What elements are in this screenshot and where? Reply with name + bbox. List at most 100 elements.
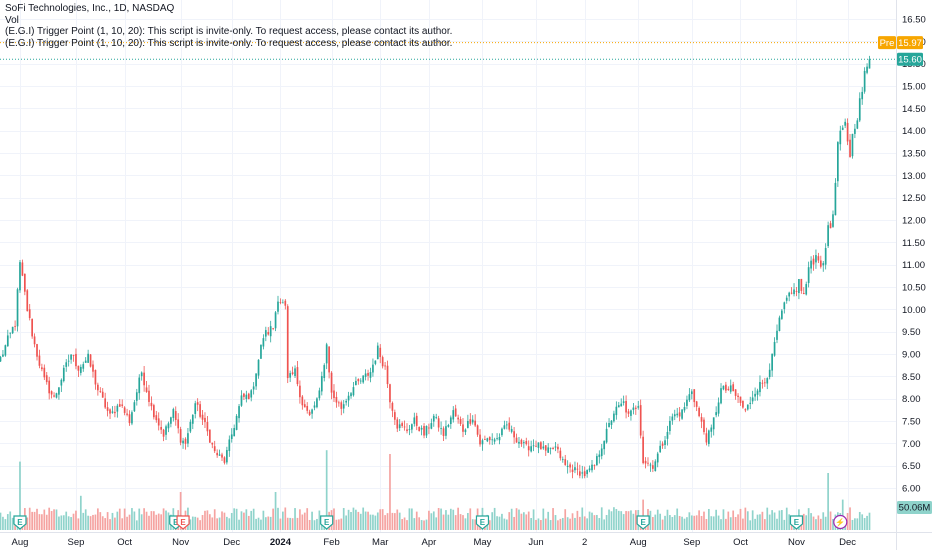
candle[interactable]	[245, 390, 248, 403]
candle[interactable]	[328, 346, 330, 379]
candle[interactable]	[783, 301, 786, 314]
candle[interactable]	[440, 421, 442, 435]
candle[interactable]	[654, 459, 657, 472]
candle[interactable]	[123, 406, 126, 416]
candle[interactable]	[374, 360, 377, 366]
candle[interactable]	[664, 435, 666, 450]
candle[interactable]	[644, 457, 647, 469]
candle[interactable]	[184, 437, 187, 450]
candle[interactable]	[464, 428, 467, 436]
candle[interactable]	[586, 469, 588, 478]
candle[interactable]	[28, 304, 31, 321]
candle[interactable]	[834, 178, 837, 216]
candle[interactable]	[442, 426, 445, 441]
candle[interactable]	[627, 408, 630, 417]
candle[interactable]	[194, 400, 197, 419]
candle[interactable]	[240, 390, 243, 407]
candle[interactable]	[337, 400, 340, 407]
candle[interactable]	[778, 315, 781, 332]
candle[interactable]	[610, 419, 613, 430]
candle[interactable]	[581, 465, 584, 479]
candle[interactable]	[632, 403, 635, 415]
candle[interactable]	[746, 404, 749, 411]
candle[interactable]	[401, 421, 403, 428]
candle[interactable]	[425, 425, 428, 438]
candle[interactable]	[652, 460, 654, 473]
candle[interactable]	[384, 361, 386, 370]
candle[interactable]	[289, 370, 292, 383]
candle[interactable]	[153, 403, 155, 420]
candle[interactable]	[316, 397, 318, 409]
candle[interactable]	[593, 464, 596, 470]
candle[interactable]	[16, 287, 19, 332]
candle[interactable]	[781, 308, 783, 320]
candle[interactable]	[445, 420, 447, 440]
candle[interactable]	[846, 118, 849, 146]
dividend-event-icon[interactable]: E	[176, 515, 190, 530]
candle[interactable]	[634, 405, 637, 415]
candle[interactable]	[810, 256, 812, 274]
candle[interactable]	[9, 332, 12, 339]
candle[interactable]	[520, 438, 523, 447]
symbol-title[interactable]: SoFi Technologies, Inc., 1D, NASDAQ	[5, 3, 175, 14]
candle[interactable]	[408, 424, 411, 436]
candle[interactable]	[272, 327, 274, 331]
candle[interactable]	[252, 382, 255, 395]
candle[interactable]	[77, 365, 80, 378]
candle[interactable]	[279, 298, 282, 305]
candle[interactable]	[554, 441, 557, 452]
candle[interactable]	[79, 364, 82, 376]
candle[interactable]	[515, 433, 518, 443]
candle[interactable]	[449, 415, 452, 429]
candle[interactable]	[269, 320, 272, 343]
candle[interactable]	[133, 400, 136, 412]
candle[interactable]	[262, 334, 265, 350]
candle[interactable]	[856, 118, 859, 130]
candle[interactable]	[522, 440, 525, 449]
candle[interactable]	[739, 396, 742, 406]
indicator-legend-2[interactable]: (E.G.I) Trigger Point (1, 10, 20): This …	[5, 37, 453, 49]
candle[interactable]	[87, 349, 89, 363]
candle[interactable]	[4, 344, 7, 357]
candle[interactable]	[569, 462, 571, 473]
candle[interactable]	[503, 420, 506, 430]
candle[interactable]	[496, 433, 498, 441]
candle[interactable]	[622, 395, 625, 406]
candle[interactable]	[111, 406, 114, 414]
candle[interactable]	[296, 360, 299, 387]
candle[interactable]	[33, 333, 36, 348]
candle[interactable]	[854, 123, 856, 139]
candle[interactable]	[364, 369, 367, 381]
time-axis[interactable]: Aug Sep Oct Nov Dec 2024 Feb Mar Apr May Jun 2 Aug Se…	[12, 537, 857, 548]
candle[interactable]	[65, 359, 68, 372]
candle[interactable]	[564, 454, 567, 466]
candle[interactable]	[362, 375, 365, 384]
candle[interactable]	[766, 377, 769, 390]
candle[interactable]	[126, 408, 128, 417]
candle[interactable]	[0, 355, 2, 362]
candle[interactable]	[861, 87, 864, 105]
candle[interactable]	[754, 387, 756, 401]
candle[interactable]	[165, 424, 167, 441]
candle[interactable]	[286, 304, 289, 384]
candle[interactable]	[566, 460, 569, 474]
candle[interactable]	[67, 354, 70, 367]
candle[interactable]	[486, 437, 489, 443]
candle[interactable]	[432, 413, 435, 427]
candle[interactable]	[471, 415, 474, 425]
candle[interactable]	[844, 118, 847, 129]
candle[interactable]	[264, 326, 267, 342]
candle[interactable]	[681, 409, 683, 420]
candle[interactable]	[661, 441, 664, 449]
candle[interactable]	[642, 430, 644, 465]
candle[interactable]	[671, 413, 674, 425]
candle[interactable]	[457, 414, 459, 424]
candle[interactable]	[462, 417, 464, 438]
candle[interactable]	[131, 410, 133, 426]
candle[interactable]	[53, 392, 55, 398]
candle[interactable]	[393, 409, 396, 426]
candle[interactable]	[148, 384, 150, 407]
candle[interactable]	[501, 427, 503, 437]
candle[interactable]	[367, 369, 369, 381]
